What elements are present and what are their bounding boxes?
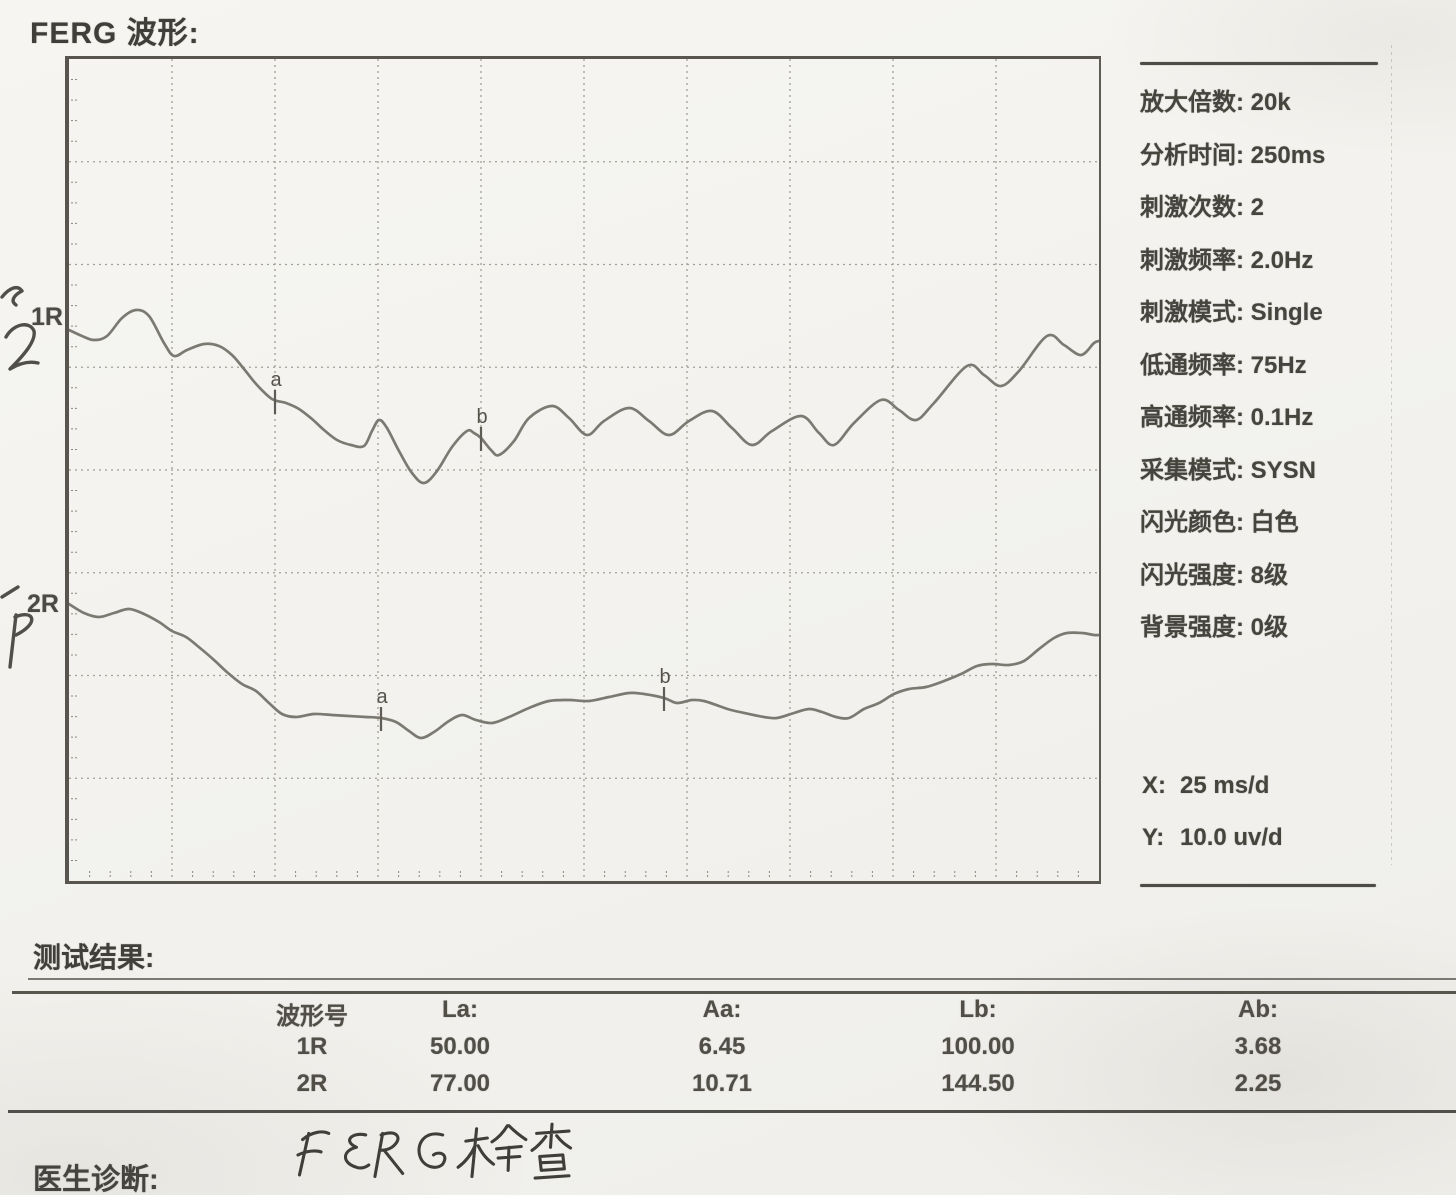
handwritten-char-jian-right [490, 1124, 528, 1172]
handwritten-mark-1R-bottom [4, 323, 40, 371]
results-header-2: Aa: [702, 996, 742, 1023]
doctor-diagnosis-label: 医生诊断: [33, 1164, 159, 1195]
handwritten-mark-2R-bottom [8, 613, 34, 669]
results-cell-2R-4: 2.25 [1234, 1070, 1282, 1097]
doctor-diagnosis-handwriting [296, 1122, 573, 1180]
settings-item-2: 刺激次数: 2 [1140, 194, 1265, 221]
handwritten-letter-F [296, 1130, 331, 1177]
settings-item-5: 低通频率: 75Hz [1140, 351, 1307, 379]
waveform-chart: a b a b [65, 56, 1101, 884]
scan-bleed-vertical-line [1391, 45, 1392, 865]
results-bottom-rule [8, 1110, 1456, 1113]
panel-top-rule [1140, 62, 1378, 65]
x-scale-value: 25 ms/d [1180, 772, 1270, 799]
results-header-4: Ab: [1238, 996, 1278, 1023]
results-cell-1R-1: 50.00 [429, 1033, 491, 1060]
y-scale-value: 10.0 uv/d [1180, 824, 1283, 851]
settings-item-9: 闪光强度: 8级 [1140, 561, 1289, 589]
trace-label-2R: 2R [27, 590, 59, 618]
results-cell-1R-4: 3.68 [1234, 1033, 1282, 1060]
settings-panel: 放大倍数: 20k 分析时间: 250ms 刺激次数: 2 刺激频率: 2.0Hz 刺激… [1140, 62, 1378, 660]
waveform-chart-canvas: a b a b [69, 59, 1099, 881]
settings-item-7: 采集模式: SYSN [1140, 456, 1317, 484]
marker-label-1R-b: b [476, 406, 487, 428]
results-section-title: 测试结果: [33, 942, 155, 973]
handwritten-letter-G [417, 1132, 447, 1169]
marker-label-2R-a: a [376, 686, 388, 708]
x-scale-row: X: 25 ms/d [1142, 772, 1269, 800]
y-scale-label: Y: [1142, 824, 1165, 851]
results-cell-2R-0: 2R [296, 1070, 328, 1097]
handwritten-char-cha [530, 1122, 573, 1180]
results-underline [28, 978, 1456, 980]
settings-item-3: 刺激频率: 2.0Hz [1140, 246, 1314, 274]
handwritten-mark-2R-top [0, 585, 20, 599]
handwritten-letter-E [343, 1132, 371, 1170]
waveform-trace-2R [69, 602, 1099, 740]
settings-item-0: 放大倍数: 20k [1140, 89, 1291, 116]
settings-item-6: 高通频率: 0.1Hz [1140, 404, 1314, 431]
settings-item-4: 刺激模式: Single [1140, 299, 1323, 326]
handwritten-letter-R [373, 1131, 405, 1179]
marker-label-1R-a: a [270, 369, 282, 391]
results-top-rule [12, 991, 1456, 994]
settings-list: 放大倍数: 20k 分析时间: 250ms 刺激次数: 2 刺激频率: 2.0Hz 刺激… [1140, 65, 1378, 660]
y-scale-row: Y: 10.0 uv/d [1142, 824, 1283, 852]
page-title: FERG 波形: [30, 17, 200, 50]
results-cell-1R-0: 1R [296, 1033, 328, 1060]
results-header-1: La: [442, 996, 478, 1023]
results-cell-2R-1: 77.00 [429, 1070, 491, 1097]
results-cell-1R-2: 6.45 [698, 1033, 746, 1060]
marker-label-2R-b: b [659, 666, 670, 688]
settings-item-10: 背景强度: 0级 [1140, 614, 1289, 641]
handwritten-mark-1R-top [0, 285, 24, 307]
panel-bottom-rule [1140, 884, 1376, 887]
trace-label-1R: 1R [31, 303, 63, 331]
results-header-3: Lb: [959, 996, 997, 1023]
results-cell-1R-3: 100.00 [941, 1033, 1015, 1060]
handwritten-margin-annotation [0, 285, 40, 669]
settings-item-8: 闪光颜色: 白色 [1140, 509, 1299, 536]
results-cell-2R-2: 10.71 [691, 1070, 753, 1097]
handwritten-char-jian-left [456, 1127, 496, 1179]
settings-item-1: 分析时间: 250ms [1140, 141, 1326, 169]
x-scale-label: X: [1142, 772, 1166, 799]
results-cell-2R-3: 144.50 [941, 1070, 1015, 1097]
results-header-0: 波形号 [276, 1003, 348, 1030]
